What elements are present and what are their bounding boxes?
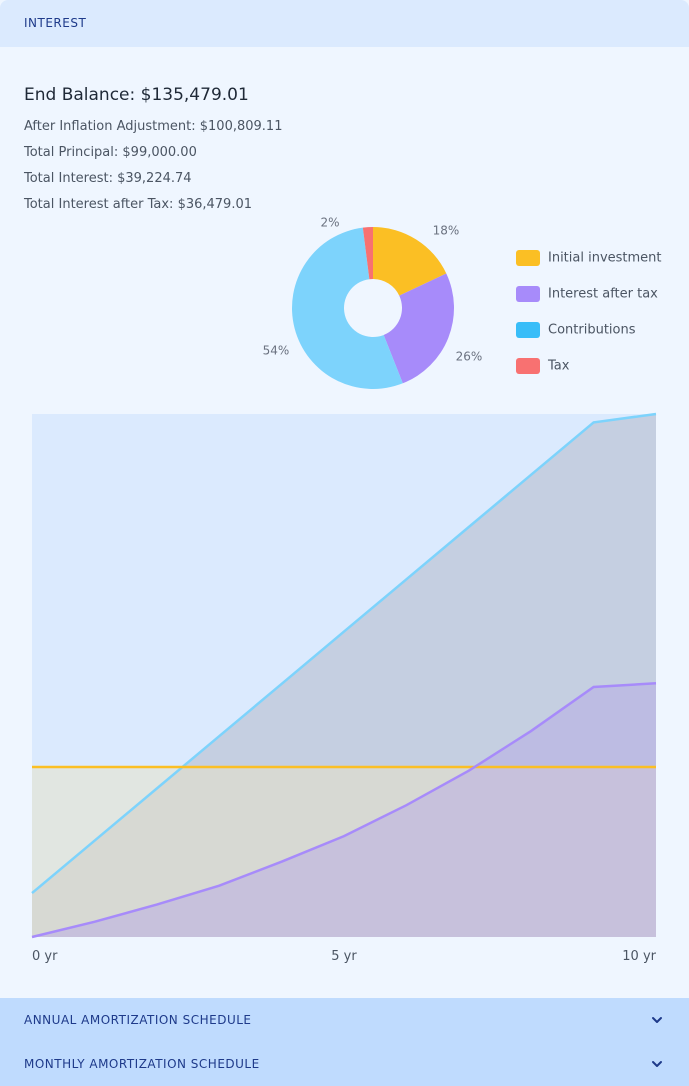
x-tick-label: 5 yr [331, 949, 357, 964]
x-tick-label: 0 yr [32, 949, 58, 964]
charts-canvas: 18% 26% 54% 2% Initial investment Interest af… [31, 216, 662, 964]
pie-label-tax: 2% [320, 216, 339, 230]
pie-slice-initial-investment [373, 227, 447, 296]
pie-label-interest-after-tax: 26% [456, 350, 483, 364]
section-header[interactable]: INTEREST [0, 0, 689, 47]
end-balance: End Balance: $135,479.01 [24, 85, 249, 105]
after-inflation: After Inflation Adjustment: $100,809.11 [24, 119, 283, 134]
pie-slice-interest-after-tax [383, 273, 454, 384]
chevron-down-icon [652, 1017, 662, 1023]
series-line-contributions [31, 412, 657, 895]
section-title: INTEREST [24, 16, 87, 30]
total-interest: Total Interest: $39,224.74 [24, 171, 192, 186]
legend-label-interest-after-tax: Interest after tax [548, 287, 658, 302]
pie-slice-contributions [291, 227, 403, 390]
total-interest-after-tax: Total Interest after Tax: $36,479.01 [24, 197, 253, 212]
annual-amortization-accordion[interactable]: ANNUAL AMORTIZATION SCHEDULE [0, 998, 689, 1042]
legend-swatch-tax [516, 358, 540, 374]
monthly-amortization-accordion[interactable]: MONTHLY AMORTIZATION SCHEDULE [0, 1042, 689, 1086]
series-line-interest-after-tax [31, 682, 657, 939]
total-principal: Total Principal: $99,000.00 [24, 145, 197, 160]
chevron-down-icon [652, 1061, 662, 1067]
area-fill-interest-after-tax [32, 683, 656, 937]
pie-label-initial-investment: 18% [433, 224, 460, 238]
legend-swatch-contributions [516, 322, 540, 338]
legend-label-initial-investment: Initial investment [548, 251, 662, 266]
legend-swatch-interest-after-tax [516, 286, 540, 302]
x-tick-label: 10 yr [622, 949, 656, 964]
annual-amortization-label: ANNUAL AMORTIZATION SCHEDULE [24, 1013, 252, 1027]
legend-swatch-initial-investment [516, 250, 540, 266]
legend-label-contributions: Contributions [548, 323, 636, 338]
legend-label-tax: Tax [547, 359, 570, 374]
monthly-amortization-label: MONTHLY AMORTIZATION SCHEDULE [24, 1057, 260, 1071]
pie-slice-tax [362, 227, 373, 280]
pie-label-contributions: 54% [263, 344, 290, 358]
